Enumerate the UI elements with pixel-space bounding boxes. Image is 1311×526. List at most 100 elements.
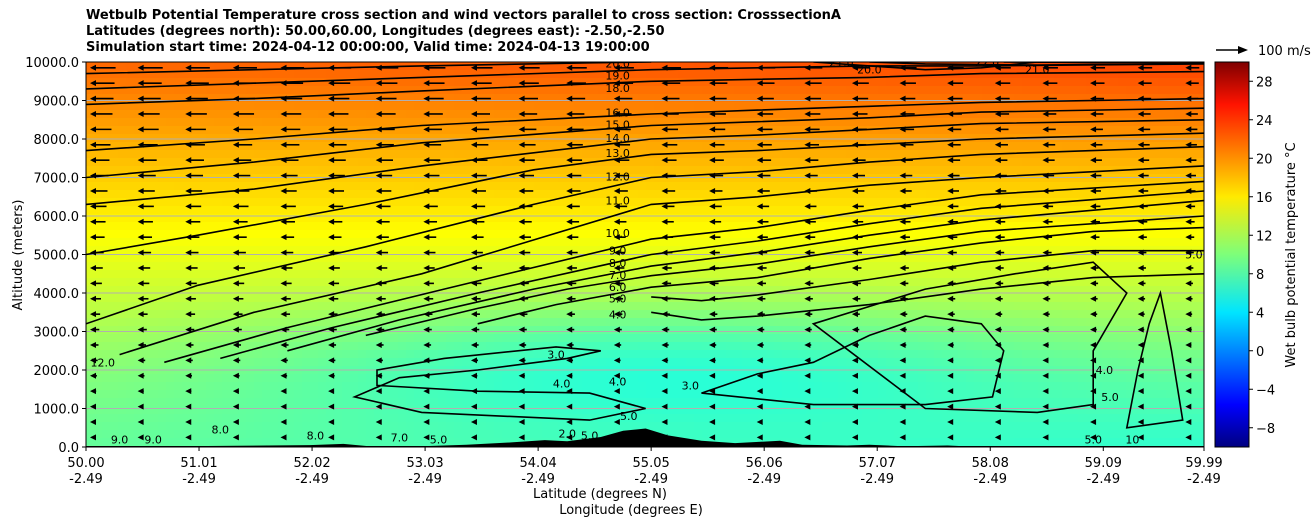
field-cell (182, 326, 191, 335)
field-cell (654, 326, 663, 335)
field-cell (174, 302, 183, 311)
field-cell (542, 222, 551, 231)
field-cell (438, 254, 447, 263)
field-cell (558, 230, 567, 239)
field-cell (118, 70, 127, 79)
field-cell (486, 270, 495, 279)
field-cell (446, 118, 455, 127)
field-cell (278, 374, 287, 383)
field-cell (582, 326, 591, 335)
field-cell (606, 94, 615, 103)
field-cell (134, 254, 143, 263)
field-cell (150, 62, 159, 71)
field-cell (790, 382, 799, 391)
field-cell (566, 214, 575, 223)
field-cell (254, 102, 263, 111)
field-cell (830, 158, 839, 167)
field-cell (694, 102, 703, 111)
field-cell (246, 398, 255, 407)
field-cell (350, 78, 359, 87)
field-cell (750, 166, 759, 175)
field-cell (558, 342, 567, 351)
field-cell (158, 158, 167, 167)
field-cell (566, 102, 575, 111)
field-cell (702, 118, 711, 127)
field-cell (454, 190, 463, 199)
field-cell (622, 158, 631, 167)
field-cell (726, 422, 735, 431)
field-cell (574, 86, 583, 95)
field-cell (262, 326, 271, 335)
field-cell (286, 126, 295, 135)
field-cell (662, 86, 671, 95)
field-cell (678, 230, 687, 239)
field-cell (422, 230, 431, 239)
field-cell (726, 350, 735, 359)
field-cell (590, 102, 599, 111)
field-cell (534, 102, 543, 111)
field-cell (478, 166, 487, 175)
field-cell (702, 430, 711, 439)
field-cell (726, 278, 735, 287)
field-cell (678, 206, 687, 215)
field-cell (782, 126, 791, 135)
field-cell (182, 278, 191, 287)
field-cell (862, 70, 871, 79)
field-cell (622, 182, 631, 191)
field-cell (302, 358, 311, 367)
field-cell (254, 438, 263, 447)
field-cell (278, 198, 287, 207)
field-cell (638, 86, 647, 95)
field-cell (798, 110, 807, 119)
field-cell (670, 414, 679, 423)
field-cell (438, 182, 447, 191)
field-cell (622, 166, 631, 175)
field-cell (342, 134, 351, 143)
field-cell (518, 334, 527, 343)
field-cell (758, 318, 767, 327)
field-cell (614, 318, 623, 327)
field-cell (550, 374, 559, 383)
field-cell (542, 294, 551, 303)
field-cell (750, 310, 759, 319)
field-cell (542, 406, 551, 415)
field-cell (126, 110, 135, 119)
field-cell (214, 246, 223, 255)
field-cell (174, 262, 183, 271)
field-cell (822, 334, 831, 343)
field-cell (302, 142, 311, 151)
field-cell (110, 142, 119, 151)
field-cell (374, 214, 383, 223)
field-cell (822, 134, 831, 143)
field-cell (334, 222, 343, 231)
field-cell (838, 222, 847, 231)
field-cell (478, 254, 487, 263)
field-cell (534, 294, 543, 303)
field-cell (710, 70, 719, 79)
field-cell (166, 318, 175, 327)
field-cell (470, 198, 479, 207)
field-cell (798, 350, 807, 359)
field-cell (622, 62, 631, 71)
field-cell (798, 310, 807, 319)
field-cell (222, 286, 231, 295)
field-cell (710, 350, 719, 359)
field-cell (270, 246, 279, 255)
field-cell (262, 270, 271, 279)
field-cell (166, 358, 175, 367)
field-cell (334, 150, 343, 159)
field-cell (886, 262, 895, 271)
field-cell (886, 430, 895, 439)
field-cell (118, 326, 127, 335)
field-cell (534, 278, 543, 287)
field-cell (390, 286, 399, 295)
field-cell (126, 214, 135, 223)
field-cell (190, 374, 199, 383)
field-cell (614, 230, 623, 239)
field-cell (838, 150, 847, 159)
field-cell (430, 150, 439, 159)
field-cell (798, 390, 807, 399)
field-cell (638, 166, 647, 175)
field-cell (214, 262, 223, 271)
